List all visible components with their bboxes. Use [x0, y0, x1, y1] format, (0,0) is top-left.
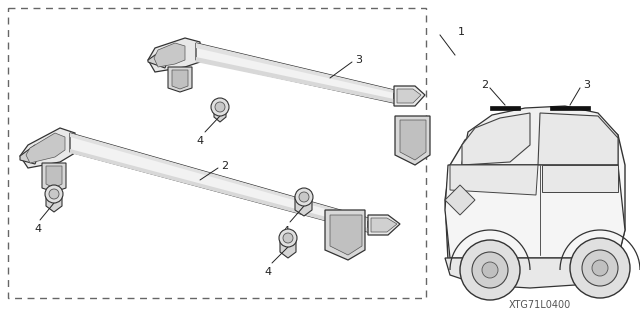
- Text: XTG71L0400: XTG71L0400: [509, 300, 571, 310]
- Polygon shape: [445, 185, 475, 215]
- Text: 1: 1: [458, 27, 465, 37]
- Circle shape: [482, 262, 498, 278]
- Polygon shape: [330, 215, 362, 255]
- Circle shape: [295, 188, 313, 206]
- Polygon shape: [445, 258, 625, 288]
- Polygon shape: [70, 133, 368, 232]
- Polygon shape: [368, 215, 400, 235]
- Polygon shape: [46, 194, 62, 212]
- Polygon shape: [445, 165, 625, 258]
- Polygon shape: [280, 238, 296, 258]
- Polygon shape: [46, 166, 62, 188]
- Text: 3: 3: [583, 80, 590, 90]
- Polygon shape: [450, 165, 538, 195]
- Text: 4: 4: [282, 226, 289, 236]
- Polygon shape: [20, 128, 75, 168]
- Polygon shape: [542, 165, 618, 192]
- Circle shape: [460, 240, 520, 300]
- Circle shape: [279, 229, 297, 247]
- Polygon shape: [42, 163, 66, 192]
- Polygon shape: [538, 113, 618, 165]
- Circle shape: [45, 185, 63, 203]
- Circle shape: [570, 238, 630, 298]
- Polygon shape: [148, 38, 200, 72]
- Text: 3: 3: [355, 55, 362, 65]
- Text: 4: 4: [264, 267, 271, 277]
- Polygon shape: [148, 48, 170, 68]
- Text: 4: 4: [35, 224, 42, 234]
- Circle shape: [215, 102, 225, 112]
- Polygon shape: [397, 89, 421, 103]
- Circle shape: [49, 189, 59, 199]
- Bar: [8, 8, 426, 298]
- Polygon shape: [325, 210, 365, 260]
- Polygon shape: [154, 43, 185, 67]
- Polygon shape: [400, 120, 426, 160]
- Polygon shape: [196, 43, 394, 93]
- Polygon shape: [462, 106, 618, 165]
- Circle shape: [592, 260, 608, 276]
- Polygon shape: [550, 106, 590, 110]
- Text: 2: 2: [221, 161, 228, 171]
- Polygon shape: [462, 113, 530, 165]
- Polygon shape: [20, 145, 40, 164]
- Text: 2: 2: [481, 80, 488, 90]
- Polygon shape: [196, 43, 394, 103]
- Circle shape: [582, 250, 618, 286]
- Polygon shape: [196, 57, 394, 103]
- Polygon shape: [394, 86, 425, 106]
- Polygon shape: [168, 67, 192, 92]
- Circle shape: [299, 192, 309, 202]
- Polygon shape: [395, 116, 430, 165]
- Polygon shape: [214, 107, 226, 122]
- Polygon shape: [172, 70, 188, 89]
- Circle shape: [283, 233, 293, 243]
- Circle shape: [211, 98, 229, 116]
- Circle shape: [472, 252, 508, 288]
- Polygon shape: [295, 197, 312, 216]
- Text: 4: 4: [196, 136, 204, 146]
- Polygon shape: [26, 133, 65, 163]
- Polygon shape: [371, 218, 397, 232]
- Polygon shape: [70, 149, 368, 232]
- Polygon shape: [70, 133, 368, 221]
- Polygon shape: [490, 106, 520, 110]
- Polygon shape: [445, 108, 625, 275]
